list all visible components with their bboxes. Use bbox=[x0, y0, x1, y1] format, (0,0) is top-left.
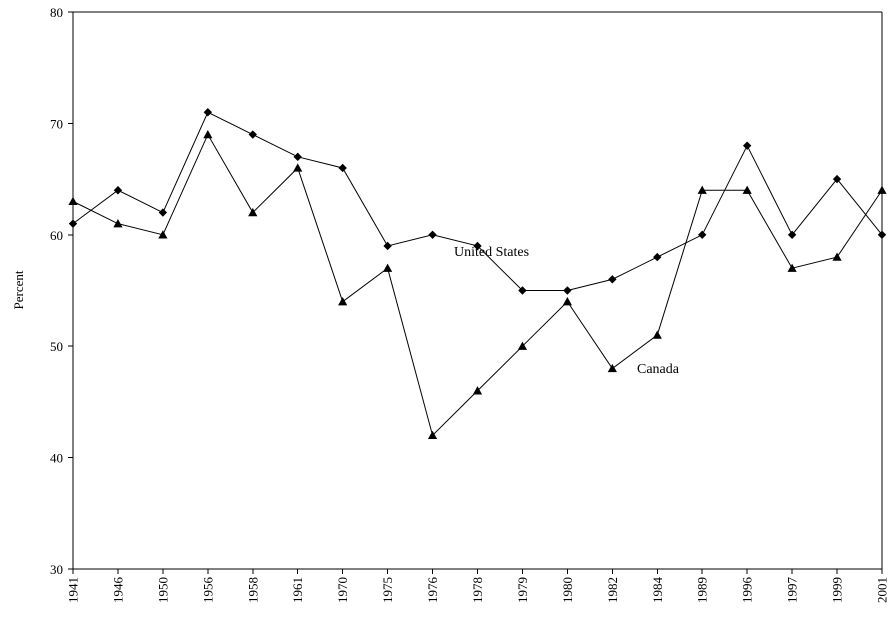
data-point-canada bbox=[248, 207, 258, 217]
data-point-united-states bbox=[608, 275, 617, 284]
x-tick-label: 1961 bbox=[290, 577, 305, 603]
data-point-united-states bbox=[742, 141, 752, 150]
data-point-united-states bbox=[248, 130, 257, 139]
data-point-canada bbox=[517, 341, 528, 350]
data-point-united-states bbox=[473, 241, 482, 251]
data-point-canada bbox=[158, 230, 168, 239]
x-tick-label: 1989 bbox=[695, 577, 710, 603]
data-point-united-states bbox=[158, 208, 168, 217]
data-point-canada bbox=[113, 219, 123, 228]
data-point-united-states bbox=[832, 174, 842, 184]
data-point-united-states bbox=[877, 230, 887, 239]
x-tick-label: 1958 bbox=[245, 577, 260, 603]
x-tick-label: 1997 bbox=[785, 577, 800, 604]
data-point-united-states bbox=[787, 230, 797, 239]
x-tick-label: 1980 bbox=[560, 577, 575, 603]
x-tick-label: 1978 bbox=[470, 577, 485, 603]
data-point-canada bbox=[338, 297, 348, 306]
data-point-canada bbox=[652, 330, 662, 339]
x-tick-label: 1956 bbox=[200, 577, 215, 604]
x-tick-label: 1950 bbox=[155, 577, 170, 603]
x-tick-label: 1979 bbox=[515, 577, 530, 603]
y-tick-label: 40 bbox=[50, 451, 63, 466]
data-point-canada bbox=[562, 297, 572, 306]
y-ticks: 30 40 50 60 70 80 bbox=[50, 5, 73, 577]
data-point-canada bbox=[68, 196, 78, 206]
data-point-united-states bbox=[338, 163, 347, 173]
data-point-canada bbox=[293, 163, 303, 172]
x-ticks: 1941 1946 1950 1956 1958 1961 1970 1975 1976 1978… bbox=[66, 569, 890, 603]
y-axis-title: Percent bbox=[11, 270, 26, 309]
data-point-united-states bbox=[653, 252, 662, 262]
data-point-united-states bbox=[518, 286, 527, 295]
x-tick-label: 1976 bbox=[425, 577, 440, 604]
y-tick-label: 50 bbox=[50, 339, 63, 354]
data-point-canada bbox=[787, 263, 797, 272]
data-point-canada bbox=[607, 363, 617, 373]
x-tick-label: 1982 bbox=[605, 577, 620, 603]
y-tick-label: 80 bbox=[50, 5, 63, 20]
series-line-united-states bbox=[72, 111, 883, 291]
x-tick-label: 1984 bbox=[650, 577, 665, 604]
data-point-canada bbox=[832, 252, 842, 261]
data-point-united-states bbox=[293, 152, 302, 162]
data-point-canada bbox=[697, 185, 707, 194]
data-point-canada bbox=[742, 185, 752, 194]
data-point-united-states bbox=[428, 230, 437, 239]
x-tick-label: 1999 bbox=[830, 577, 845, 603]
series-label-united-states: United States bbox=[454, 245, 529, 260]
data-point-united-states bbox=[203, 108, 213, 117]
data-point-canada bbox=[383, 263, 393, 272]
data-point-canada bbox=[877, 185, 887, 194]
data-point-united-states bbox=[698, 230, 707, 239]
data-point-united-states bbox=[113, 186, 123, 195]
y-tick-label: 70 bbox=[50, 116, 63, 131]
series-label-canada: Canada bbox=[637, 362, 680, 377]
x-tick-label: 1946 bbox=[110, 577, 125, 604]
x-tick-label: 2001 bbox=[875, 577, 890, 603]
y-tick-label: 30 bbox=[50, 562, 63, 577]
data-point-canada bbox=[427, 430, 438, 439]
x-tick-label: 1970 bbox=[335, 577, 350, 603]
series-group bbox=[68, 108, 887, 439]
data-point-united-states bbox=[68, 219, 78, 228]
y-tick-label: 60 bbox=[50, 228, 63, 243]
x-tick-label: 1996 bbox=[740, 577, 755, 604]
data-point-united-states bbox=[383, 241, 392, 251]
data-point-canada bbox=[203, 129, 213, 139]
data-point-canada bbox=[472, 386, 483, 395]
data-point-united-states bbox=[563, 286, 572, 295]
x-tick-label: 1941 bbox=[66, 577, 81, 603]
x-tick-label: 1975 bbox=[380, 577, 395, 603]
axes bbox=[72, 11, 883, 570]
